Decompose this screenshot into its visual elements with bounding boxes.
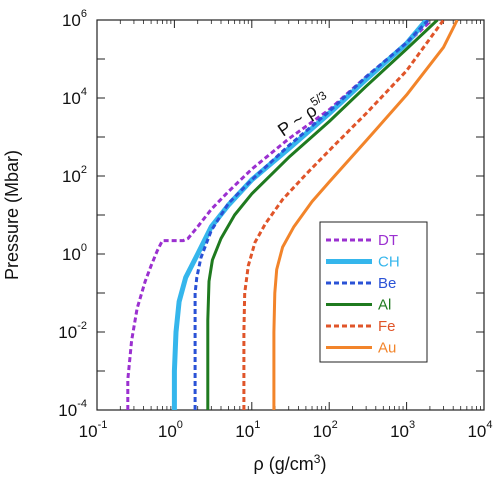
- y-tick-label: 102: [62, 164, 87, 186]
- y-tick-label: 100: [62, 242, 87, 264]
- legend-label-au: Au: [378, 340, 396, 357]
- x-tick-label: 103: [390, 419, 415, 441]
- legend: DT CH Be Al Fe Au: [319, 221, 428, 363]
- y-axis-label: Pressure (Mbar): [2, 150, 22, 280]
- legend-label-fe: Fe: [378, 318, 396, 335]
- series-line-al: [206, 20, 439, 410]
- x-tick-label: 102: [313, 419, 338, 441]
- x-tick-label: 10-1: [79, 419, 108, 441]
- y-tick-label: 106: [62, 8, 87, 30]
- axis-ticks: 10-1 100 101 102 103 104 10-4 10-2 100 102 104 106: [58, 8, 492, 441]
- legend-label-dt: DT: [378, 232, 398, 249]
- legend-label-be: Be: [378, 275, 396, 292]
- y-tick-label: 10-2: [58, 320, 87, 342]
- y-tick-label: 104: [62, 86, 87, 108]
- x-tick-label: 101: [235, 419, 260, 441]
- series-line-dt: [126, 20, 431, 410]
- legend-label-al: Al: [378, 297, 391, 314]
- x-tick-label: 104: [467, 419, 492, 441]
- series-line-be: [193, 20, 430, 410]
- y-tick-label: 10-4: [58, 398, 87, 420]
- series-line-au: [272, 20, 459, 410]
- x-axis-label: ρ (g/cm3): [254, 452, 327, 474]
- series-line-ch: [171, 20, 429, 410]
- series-lines: [126, 20, 459, 410]
- legend-label-ch: CH: [378, 254, 400, 271]
- legend-box: [319, 221, 428, 363]
- x-tick-label: 100: [158, 419, 183, 441]
